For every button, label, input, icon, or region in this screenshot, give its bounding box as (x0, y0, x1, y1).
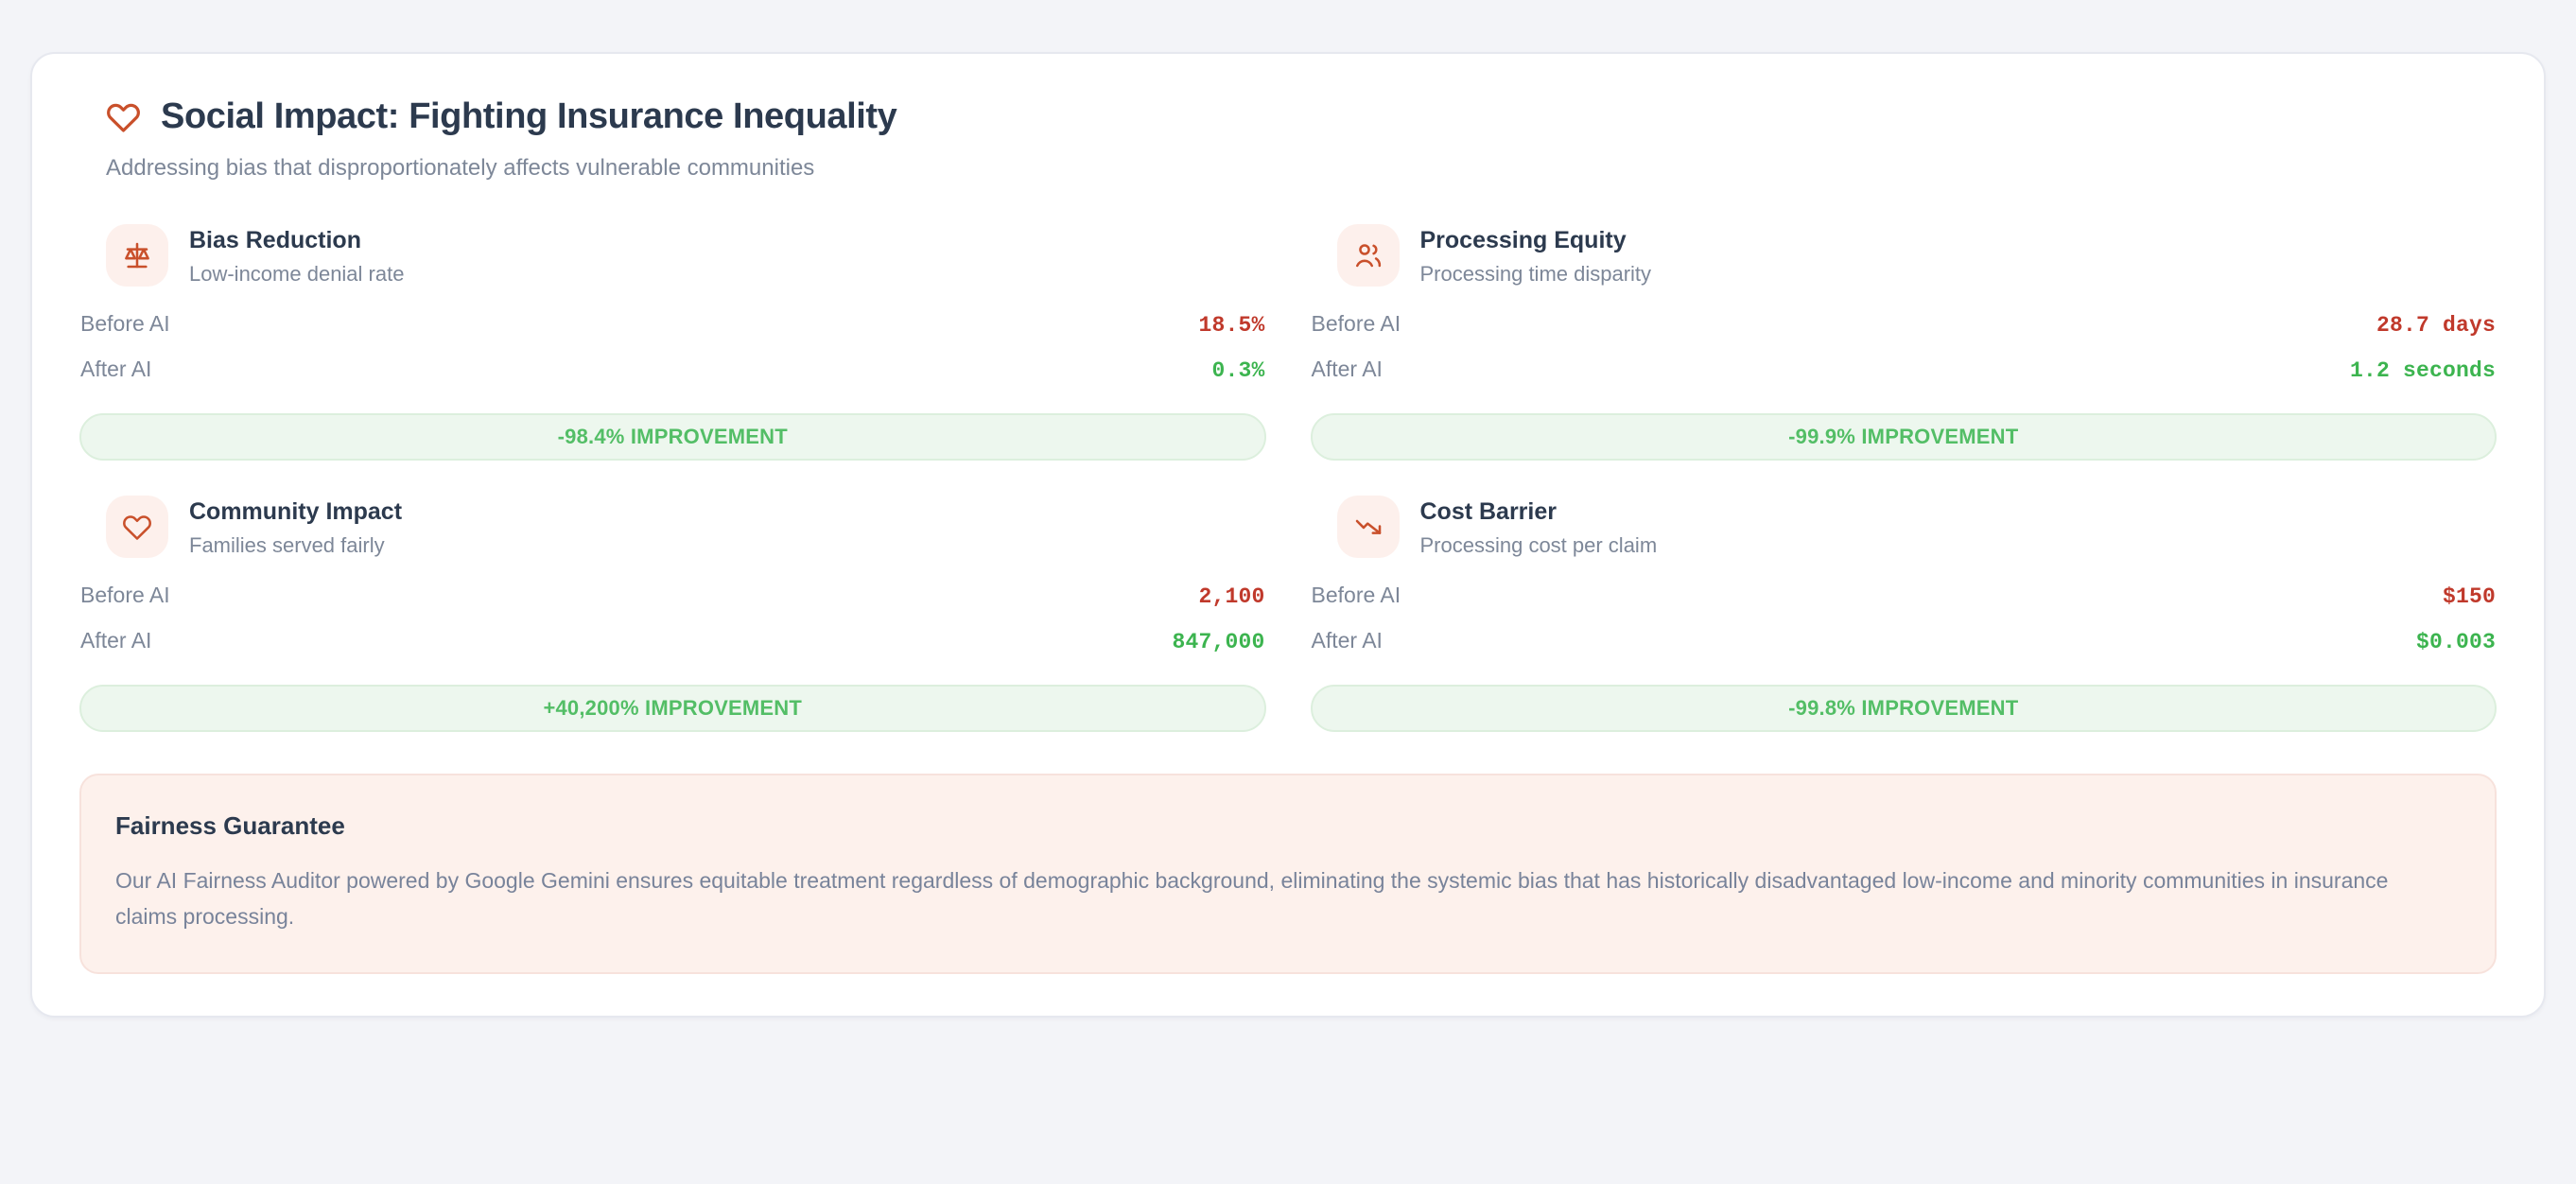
metric-row-before: Before AI 2,100 (79, 583, 1266, 628)
after-label: After AI (1311, 357, 1383, 382)
before-label: Before AI (1311, 311, 1401, 337)
before-value: 28.7 days (2376, 313, 2496, 339)
metric-header-text: Community Impact Families served fairly (189, 496, 402, 558)
improvement-badge: +40,200% IMPROVEMENT (79, 685, 1266, 733)
before-value: $150 (2442, 584, 2496, 610)
improvement-label: -98.4% IMPROVEMENT (557, 425, 788, 449)
page-subtitle: Addressing bias that disproportionately … (106, 154, 815, 181)
metric-header: Community Impact Families served fairly (79, 496, 1266, 559)
metric-header: Bias Reduction Low-income denial rate (79, 223, 1266, 287)
before-value: 2,100 (1198, 584, 1265, 610)
metric-header-text: Bias Reduction Low-income denial rate (189, 224, 404, 287)
social-impact-panel: Social Impact: Fighting Insurance Inequa… (30, 52, 2546, 1018)
heart-icon (106, 99, 141, 134)
metric-card-bias-reduction: Bias Reduction Low-income denial rate Be… (79, 223, 1266, 461)
metric-header-text: Cost Barrier Processing cost per claim (1420, 496, 1658, 558)
users-icon (1336, 223, 1400, 287)
metric-sublabel: Low-income denial rate (189, 261, 405, 286)
metric-label: Bias Reduction (189, 226, 361, 253)
improvement-label: +40,200% IMPROVEMENT (543, 696, 803, 721)
before-label: Before AI (80, 583, 170, 608)
page-title: Social Impact: Fighting Insurance Inequa… (161, 96, 897, 136)
improvement-badge: -98.4% IMPROVEMENT (79, 413, 1266, 461)
heart-icon (106, 496, 168, 559)
metric-card-processing-equity: Processing Equity Processing time dispar… (1310, 223, 2498, 461)
metric-card-cost-barrier: Cost Barrier Processing cost per claim B… (1310, 496, 2498, 733)
metric-row-before: Before AI 18.5% (79, 311, 1266, 357)
metric-card-community-impact: Community Impact Families served fairly … (79, 496, 1266, 733)
metric-sublabel: Families served fairly (189, 532, 385, 557)
metric-row-after: After AI $0.003 (1311, 628, 2498, 673)
improvement-badge: -99.8% IMPROVEMENT (1310, 685, 2497, 733)
metric-label: Cost Barrier (1419, 498, 1558, 526)
metric-row-before: Before AI $150 (1311, 583, 2498, 628)
metric-header-text: Processing Equity Processing time dispar… (1420, 224, 1652, 287)
metric-rows: Before AI 28.7 days After AI 1.2 seconds (1311, 311, 2498, 402)
metric-header: Cost Barrier Processing cost per claim (1311, 496, 2498, 559)
trending-down-icon (1336, 496, 1400, 559)
metric-rows: Before AI 2,100 After AI 847,000 (79, 583, 1266, 673)
scales-balance-icon (106, 223, 168, 287)
after-value: 1.2 seconds (2349, 358, 2496, 384)
panel-header: Social Impact: Fighting Insurance Inequa… (79, 96, 2497, 183)
after-label: After AI (80, 357, 152, 382)
after-value: 847,000 (1172, 630, 1265, 655)
after-label: After AI (80, 628, 152, 653)
metric-sublabel: Processing time disparity (1419, 261, 1652, 286)
after-value: 0.3% (1211, 358, 1265, 384)
improvement-label: -99.9% IMPROVEMENT (1788, 425, 2019, 449)
before-value: 18.5% (1198, 313, 1265, 339)
before-label: Before AI (80, 311, 170, 337)
fairness-guarantee-title: Fairness Guarantee (115, 811, 345, 841)
metric-row-after: After AI 1.2 seconds (1311, 357, 2498, 402)
after-label: After AI (1311, 628, 1383, 653)
metric-row-after: After AI 847,000 (79, 628, 1266, 673)
metric-label: Processing Equity (1419, 226, 1627, 253)
metric-header: Processing Equity Processing time dispar… (1311, 223, 2498, 287)
metric-rows: Before AI $150 After AI $0.003 (1311, 583, 2498, 673)
fairness-guarantee-body: Our AI Fairness Auditor powered by Googl… (115, 868, 2389, 929)
metric-row-before: Before AI 28.7 days (1311, 311, 2498, 357)
after-value: $0.003 (2415, 630, 2496, 655)
metrics-grid: Bias Reduction Low-income denial rate Be… (79, 223, 2498, 733)
improvement-badge: -99.9% IMPROVEMENT (1310, 413, 2497, 461)
before-label: Before AI (1311, 583, 1401, 608)
improvement-label: -99.8% IMPROVEMENT (1788, 696, 2019, 721)
metric-rows: Before AI 18.5% After AI 0.3% (79, 311, 1266, 402)
metric-sublabel: Processing cost per claim (1419, 532, 1658, 557)
metric-label: Community Impact (189, 498, 403, 526)
title-row: Social Impact: Fighting Insurance Inequa… (106, 96, 2497, 137)
metric-row-after: After AI 0.3% (79, 357, 1266, 402)
fairness-guarantee-box: Fairness Guarantee Our AI Fairness Audit… (79, 774, 2497, 974)
